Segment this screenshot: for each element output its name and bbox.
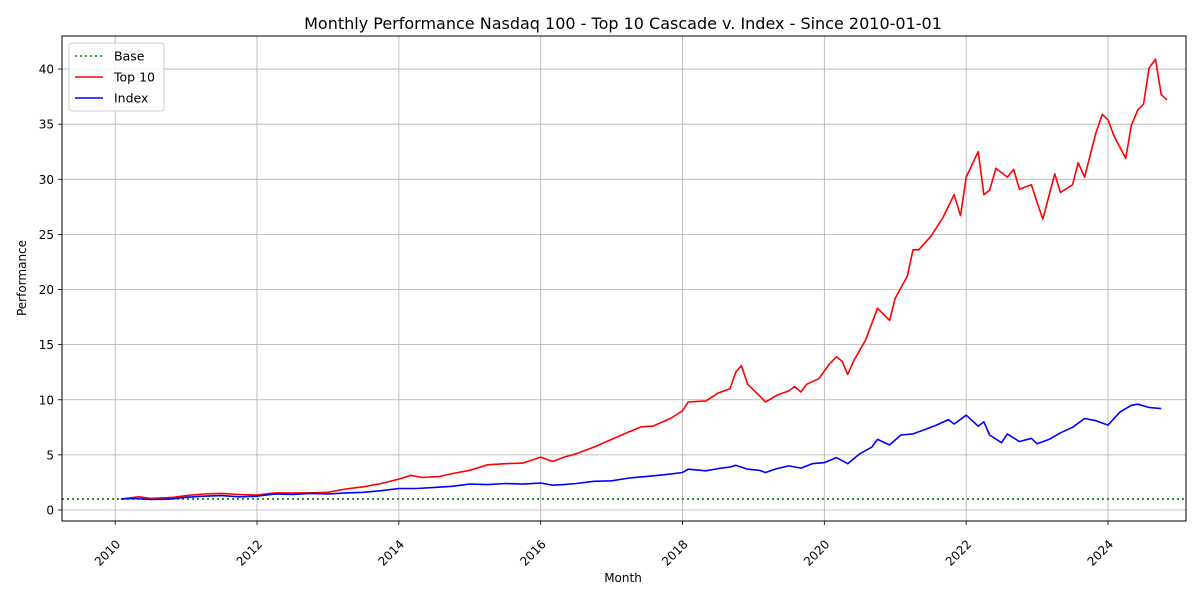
- legend: Base Top 10 Index: [68, 42, 165, 112]
- y-tick-label: 40: [39, 63, 54, 77]
- y-tick-label: 25: [39, 228, 54, 242]
- y-tick-label: 15: [39, 338, 54, 352]
- y-axis-title: Performance: [15, 240, 29, 316]
- legend-label-top10: Top 10: [113, 70, 155, 85]
- y-tick-label: 0: [46, 503, 54, 517]
- series-line-top10: [120, 58, 1168, 500]
- series-line-index: [120, 403, 1162, 501]
- x-axis-title: Month: [604, 571, 642, 585]
- chart-title: Monthly Performance Nasdaq 100 - Top 10 …: [304, 14, 942, 33]
- grid-lines: [62, 36, 1186, 521]
- y-tick-label: 35: [39, 118, 54, 132]
- plot-frame: [61, 35, 1187, 522]
- legend-label-base: Base: [114, 49, 145, 64]
- y-tick-label: 10: [39, 393, 54, 407]
- series-layer: [120, 58, 1168, 501]
- y-axis-ticks: 0 5 10 15 20 25 30 35 40: [39, 63, 62, 517]
- y-tick-label: 30: [39, 173, 54, 187]
- legend-box: [68, 42, 165, 112]
- y-tick-label: 5: [46, 448, 54, 462]
- y-tick-label: 20: [39, 283, 54, 297]
- legend-label-index: Index: [114, 91, 148, 106]
